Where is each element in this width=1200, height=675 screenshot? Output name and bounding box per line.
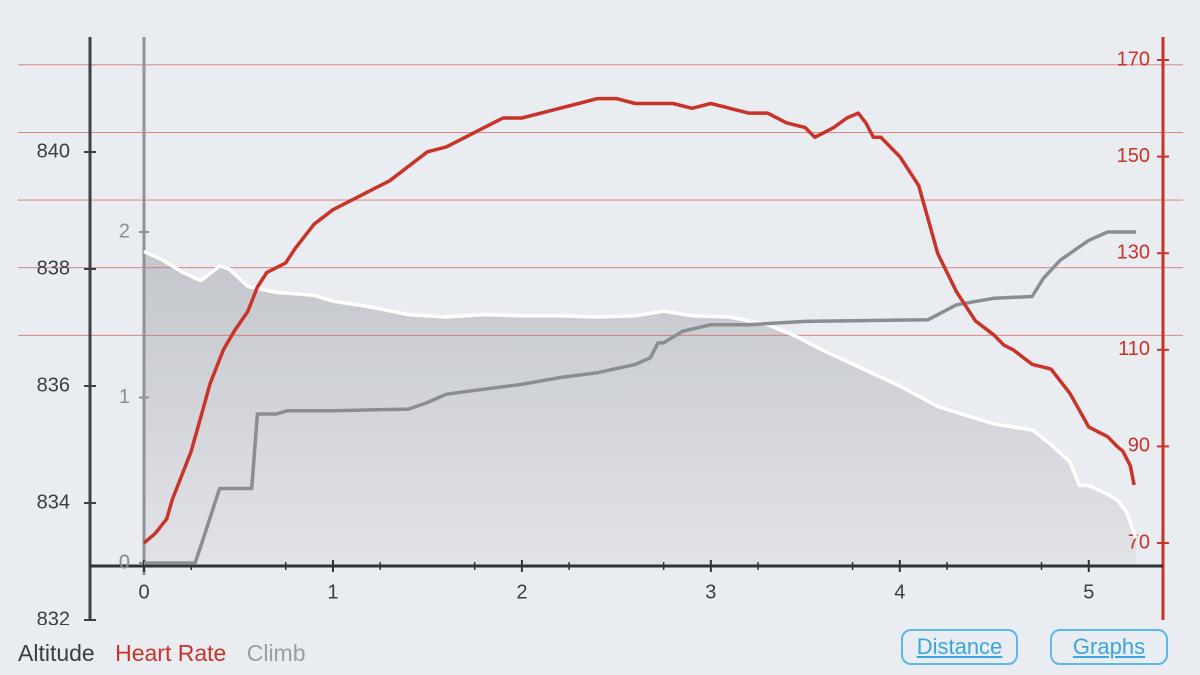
legend-heart-rate: Heart Rate [115,640,227,666]
x-tick-label: 0 [138,581,149,603]
heart-rate-tick-label: 90 [1128,435,1150,457]
altitude-area-fill [144,251,1136,566]
altitude-tick-label: 840 [37,140,70,162]
climb-tick-label: 0 [119,551,130,573]
x-tick-label: 4 [894,581,905,603]
distance-button[interactable]: Distance [901,629,1018,665]
altitude-tick-label: 834 [37,491,70,513]
climb-tick-label: 1 [119,386,130,408]
altitude-tick-label: 836 [37,374,70,396]
heart-rate-tick-label: 110 [1118,338,1150,360]
climb-tick-label: 0 [119,551,130,573]
x-tick-label: 5 [1083,581,1094,603]
x-tick-label: 2 [516,581,527,603]
heart-rate-tick-label: 70 [1128,531,1150,553]
altitude-tick-label: 832 [37,608,70,625]
x-tick-label: 3 [705,581,716,603]
legend-altitude: Altitude [18,640,95,666]
series-heart-rate-line [142,96,1136,545]
chart-legend: Altitude Heart Rate Climb [18,640,320,667]
altitude-tick-label: 838 [37,257,70,279]
climb-tick-label: 2 [119,220,130,242]
series-climb-line [144,230,1136,565]
graphs-button[interactable]: Graphs [1050,629,1168,665]
heart-rate-tick-label: 150 [1117,145,1150,167]
heart-rate-tick-label: 130 [1117,241,1150,263]
x-tick-label: 1 [327,581,338,603]
legend-climb: Climb [246,640,306,666]
heart-rate-tick-label: 170 [1117,48,1150,70]
